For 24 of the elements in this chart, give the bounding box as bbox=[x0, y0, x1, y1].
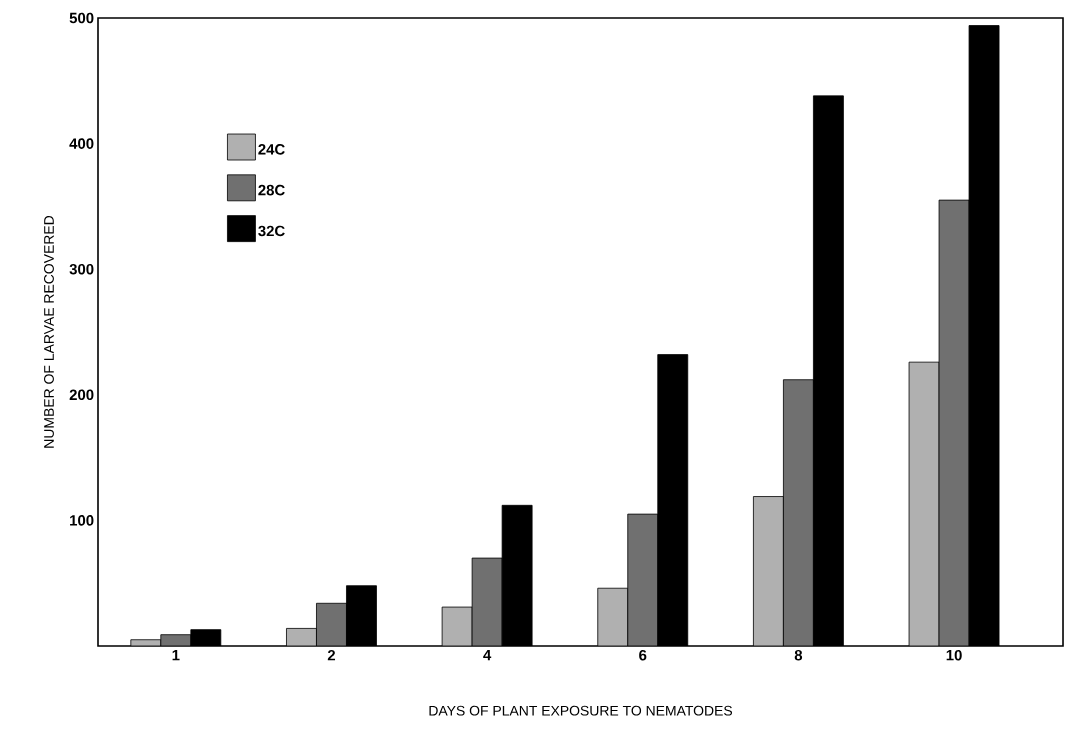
x-tick-label: 4 bbox=[483, 649, 492, 661]
x-tick-label: 1 bbox=[172, 649, 180, 661]
x-tick-label: 10 bbox=[946, 649, 962, 661]
bar bbox=[597, 587, 629, 646]
y-tick-label: 500 bbox=[69, 12, 94, 24]
bar bbox=[753, 496, 784, 646]
x-axis-title: DAYS OF PLANT EXPOSURE TO NEMATODES bbox=[429, 705, 733, 716]
x-tick-label: 2 bbox=[327, 649, 336, 661]
bar bbox=[471, 557, 503, 646]
legend-label: 24C bbox=[258, 144, 285, 155]
y-axis-title: NUMBER OF LARVAE RECOVERED bbox=[44, 215, 54, 448]
y-tick-label: 100 bbox=[70, 515, 94, 526]
x-tick-label: 8 bbox=[794, 649, 803, 661]
legend-label: 28C bbox=[258, 184, 285, 196]
y-tick-label: 300 bbox=[69, 263, 94, 275]
bar bbox=[627, 513, 659, 646]
bar bbox=[908, 361, 940, 646]
x-tick-label: 6 bbox=[639, 649, 647, 661]
y-tick-label: 400 bbox=[69, 138, 94, 149]
legend-label: 32C bbox=[258, 225, 285, 237]
y-tick-label: 200 bbox=[69, 389, 94, 401]
bar bbox=[316, 602, 347, 646]
bar bbox=[783, 379, 814, 646]
bar bbox=[938, 199, 970, 646]
